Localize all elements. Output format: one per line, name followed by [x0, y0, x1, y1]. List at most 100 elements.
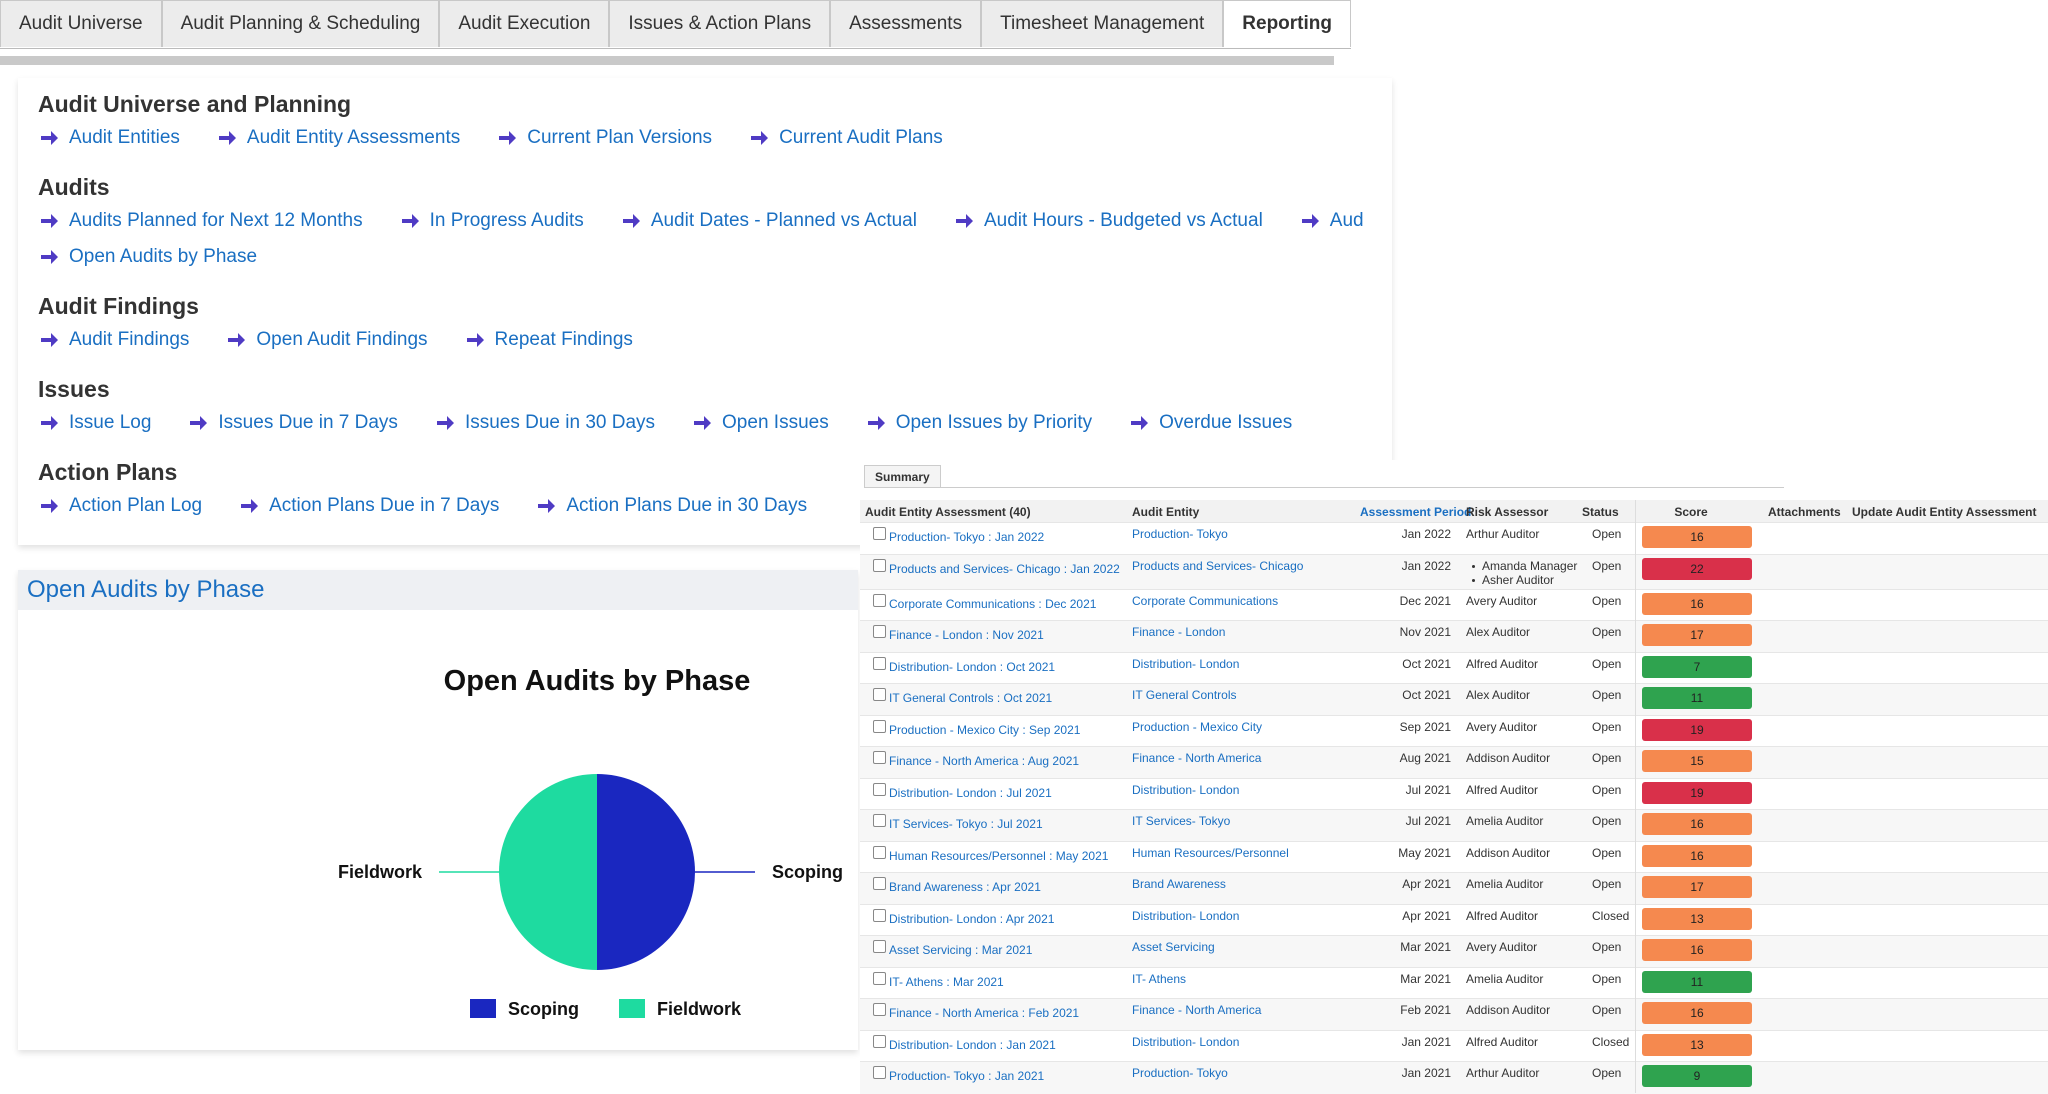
entity-link[interactable]: Corporate Communications: [1132, 593, 1279, 608]
report-link[interactable]: Current Plan Versions: [498, 127, 712, 149]
assessment-link[interactable]: Production- Tokyo : Jan 2022: [889, 530, 1045, 544]
tab[interactable]: Timesheet Management: [981, 0, 1224, 47]
entity-link[interactable]: Production- Tokyo: [1132, 1066, 1228, 1080]
column-header[interactable]: Risk Assessor: [1466, 505, 1549, 519]
risk-assessor: Asher Auditor: [1482, 572, 1555, 587]
report-link[interactable]: Issues Due in 30 Days: [436, 412, 655, 434]
row-checkbox[interactable]: [873, 940, 886, 953]
row-checkbox[interactable]: [873, 751, 886, 764]
report-link[interactable]: Open Issues: [693, 412, 829, 434]
assessment-link[interactable]: Asset Servicing : Mar 2021: [889, 943, 1033, 957]
assessment-link[interactable]: Distribution- London : Jan 2021: [889, 1037, 1056, 1052]
row-checkbox[interactable]: [873, 877, 886, 890]
report-link[interactable]: Action Plans Due in 7 Days: [240, 495, 499, 517]
report-link[interactable]: Audits Planned for Next 12 Months: [40, 210, 363, 232]
row-checkbox[interactable]: [873, 719, 886, 733]
column-header[interactable]: Audit Entity Assessment (40): [865, 505, 1031, 519]
row-checkbox[interactable]: [873, 688, 886, 701]
link-text: Audit Findings: [69, 329, 190, 350]
entity-link[interactable]: Products and Services- Chicago: [1132, 558, 1304, 573]
row-checkbox[interactable]: [873, 593, 886, 607]
tab[interactable]: Audit Universe: [0, 0, 162, 47]
entity-link[interactable]: Brand Awareness: [1132, 877, 1226, 891]
row-checkbox[interactable]: [873, 1034, 886, 1048]
report-link[interactable]: Open Audits by Phase: [40, 246, 257, 268]
tab[interactable]: Assessments: [830, 0, 982, 47]
entity-link[interactable]: IT- Athens: [1132, 971, 1187, 986]
report-link[interactable]: Audit Dates - Planned vs Actual: [622, 210, 917, 232]
report-link[interactable]: In Progress Audits: [401, 210, 584, 232]
report-link[interactable]: Aud: [1301, 210, 1364, 232]
assessment-link[interactable]: Distribution- London : Apr 2021: [889, 911, 1055, 926]
row-checkbox[interactable]: [873, 1003, 886, 1016]
entity-link[interactable]: Distribution- London: [1132, 908, 1240, 923]
assessment-link[interactable]: Production - Mexico City : Sep 2021: [889, 722, 1081, 737]
pie-slice: [597, 774, 695, 970]
column-header[interactable]: Status: [1582, 505, 1619, 519]
section-title: Audits: [38, 174, 110, 200]
entity-link[interactable]: Distribution- London: [1132, 656, 1240, 671]
report-link[interactable]: Overdue Issues: [1130, 412, 1292, 434]
column-header[interactable]: Score: [1674, 505, 1708, 519]
arrow-icon: [751, 131, 769, 145]
assessment-link[interactable]: Production- Tokyo : Jan 2021: [889, 1069, 1045, 1083]
tab[interactable]: Issues & Action Plans: [609, 0, 831, 47]
row-checkbox[interactable]: [873, 971, 886, 985]
row-checkbox[interactable]: [873, 527, 886, 540]
summary-tab[interactable]: Summary: [864, 465, 941, 488]
report-link[interactable]: Open Audit Findings: [227, 329, 428, 351]
report-link[interactable]: Repeat Findings: [466, 329, 633, 351]
entity-link[interactable]: Finance - North America: [1132, 1003, 1262, 1017]
report-link[interactable]: Open Issues by Priority: [867, 412, 1092, 434]
entity-link[interactable]: IT Services- Tokyo: [1132, 814, 1231, 828]
entity-link[interactable]: IT General Controls: [1132, 688, 1237, 702]
assessment-link[interactable]: IT General Controls : Oct 2021: [889, 691, 1053, 705]
entity-link[interactable]: Finance - London: [1132, 625, 1226, 639]
tab[interactable]: Audit Execution: [439, 0, 610, 47]
column-header[interactable]: Update Audit Entity Assessment: [1852, 505, 2037, 519]
entity-link[interactable]: Asset Servicing: [1132, 940, 1215, 954]
row-checkbox[interactable]: [873, 1066, 886, 1079]
entity-link[interactable]: Finance - North America: [1132, 751, 1262, 765]
report-link[interactable]: Audit Entities: [40, 127, 180, 149]
entity-link[interactable]: Human Resources/Personnel: [1132, 845, 1289, 860]
column-header[interactable]: Assessment Period: [1360, 505, 1472, 519]
report-link[interactable]: Audit Findings: [40, 329, 189, 351]
assessment-link[interactable]: Distribution- London : Oct 2021: [889, 659, 1056, 674]
report-link[interactable]: Audit Hours - Budgeted vs Actual: [955, 210, 1263, 232]
entity-link[interactable]: Production- Tokyo: [1132, 527, 1228, 541]
assessment-link[interactable]: Finance - North America : Aug 2021: [889, 754, 1080, 768]
tab[interactable]: Audit Planning & Scheduling: [161, 0, 440, 47]
row-checkbox[interactable]: [873, 908, 886, 922]
report-link[interactable]: Current Audit Plans: [750, 127, 943, 149]
assessment-link[interactable]: IT- Athens : Mar 2021: [889, 974, 1004, 989]
row-checkbox[interactable]: [873, 625, 886, 638]
link-text: Overdue Issues: [1159, 412, 1293, 433]
report-link[interactable]: Action Plans Due in 30 Days: [537, 495, 807, 517]
entity-link[interactable]: Distribution- London: [1132, 782, 1240, 797]
entity-link[interactable]: Distribution- London: [1132, 1034, 1240, 1049]
table-row: [860, 935, 2048, 968]
row-checkbox[interactable]: [873, 558, 886, 572]
assessment-link[interactable]: Distribution- London : Jul 2021: [889, 785, 1052, 800]
row-checkbox[interactable]: [873, 782, 886, 796]
report-link[interactable]: Issue Log: [40, 412, 151, 434]
tab-bar: Audit Universe Audit Planning & Schedulin…: [0, 0, 1351, 49]
report-link[interactable]: Action Plan Log: [40, 495, 202, 517]
entity-link[interactable]: Production - Mexico City: [1132, 719, 1263, 734]
row-checkbox[interactable]: [873, 656, 886, 670]
report-link[interactable]: Audit Entity Assessments: [218, 127, 460, 149]
assessment-link[interactable]: Finance - London : Nov 2021: [889, 628, 1044, 642]
column-header[interactable]: Attachments: [1768, 505, 1841, 519]
column-header[interactable]: Audit Entity: [1132, 505, 1200, 519]
assessment-link[interactable]: Products and Services- Chicago : Jan 202…: [889, 561, 1120, 576]
assessment-link[interactable]: IT Services- Tokyo : Jul 2021: [889, 817, 1043, 831]
report-link[interactable]: Issues Due in 7 Days: [189, 412, 398, 434]
assessment-link[interactable]: Human Resources/Personnel : May 2021: [889, 848, 1109, 863]
tab[interactable]: Reporting: [1223, 0, 1351, 47]
assessment-link[interactable]: Corporate Communications : Dec 2021: [889, 596, 1097, 611]
row-checkbox[interactable]: [873, 845, 886, 859]
row-checkbox[interactable]: [873, 814, 886, 827]
assessment-link[interactable]: Finance - North America : Feb 2021: [889, 1006, 1080, 1020]
assessment-link[interactable]: Brand Awareness : Apr 2021: [889, 880, 1041, 894]
